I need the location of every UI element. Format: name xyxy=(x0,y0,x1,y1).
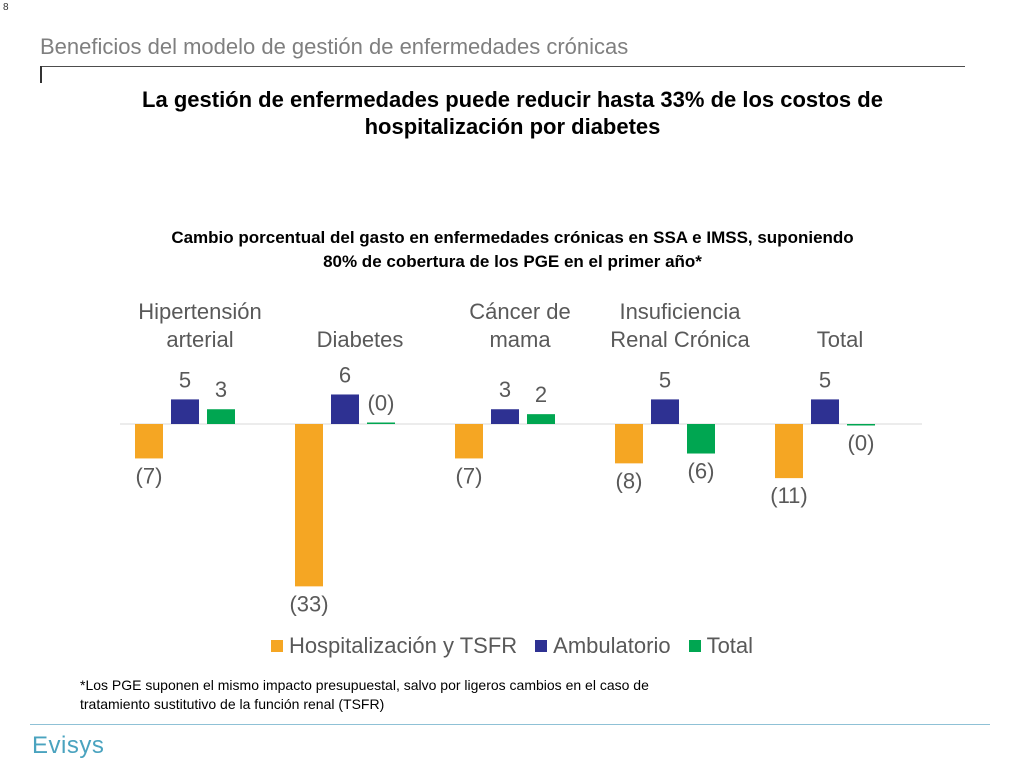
data-label: (7) xyxy=(136,463,163,488)
data-label: (7) xyxy=(456,463,483,488)
bar-ambulatorio xyxy=(651,399,679,424)
footer-divider xyxy=(30,724,990,725)
data-label: (6) xyxy=(688,459,715,484)
bar-total xyxy=(367,422,395,424)
legend-swatch xyxy=(688,640,701,652)
category-label: Renal Crónica xyxy=(610,327,750,352)
slide-number: 8 xyxy=(3,2,9,13)
data-label: (33) xyxy=(289,591,328,616)
footnote: *Los PGE suponen el mismo impacto presup… xyxy=(80,676,780,714)
category-label: arterial xyxy=(166,327,233,352)
legend-label: Ambulatorio xyxy=(553,633,671,658)
bar-hospitalizaci-n-y-tsfr xyxy=(295,424,323,587)
bar-hospitalizaci-n-y-tsfr xyxy=(455,424,483,459)
bar-ambulatorio xyxy=(331,394,359,424)
data-label: 2 xyxy=(535,382,547,407)
chart-caption-line-2: 80% de cobertura de los PGE en el primer… xyxy=(323,252,702,271)
bar-total xyxy=(207,409,235,424)
legend-item: Ambulatorio xyxy=(535,633,671,659)
data-label: (0) xyxy=(848,431,875,456)
category-label: Total xyxy=(817,327,863,352)
legend-item: Hospitalización y TSFR xyxy=(270,633,518,659)
category-label: Cáncer de xyxy=(469,299,571,324)
legend-item: Total xyxy=(688,633,754,659)
title-divider-tick xyxy=(40,66,42,83)
chart-caption: Cambio porcentual del gasto en enfermeda… xyxy=(60,226,965,274)
data-label: 3 xyxy=(215,377,227,402)
data-label: (8) xyxy=(616,468,643,493)
data-label: 5 xyxy=(659,367,671,392)
headline-line-2: hospitalización por diabetes xyxy=(364,114,661,139)
slide-title: Beneficios del modelo de gestión de enfe… xyxy=(40,34,629,59)
bar-total xyxy=(687,424,715,454)
headline: La gestión de enfermedades puede reducir… xyxy=(60,86,965,140)
chart-caption-line-1: Cambio porcentual del gasto en enfermeda… xyxy=(171,228,854,247)
data-label: 3 xyxy=(499,377,511,402)
bar-ambulatorio xyxy=(171,399,199,424)
data-label: 5 xyxy=(179,367,191,392)
data-label: 6 xyxy=(339,362,351,387)
bar-hospitalizaci-n-y-tsfr xyxy=(135,424,163,459)
bar-hospitalizaci-n-y-tsfr xyxy=(775,424,803,479)
footnote-line-1: *Los PGE suponen el mismo impacto presup… xyxy=(80,677,649,693)
headline-line-1: La gestión de enfermedades puede reducir… xyxy=(142,87,883,112)
evisys-logo: Evisys xyxy=(32,732,105,759)
bar-hospitalizaci-n-y-tsfr xyxy=(615,424,643,464)
data-label: 5 xyxy=(819,367,831,392)
legend-label: Hospitalización y TSFR xyxy=(288,633,518,658)
data-label: (0) xyxy=(368,391,395,416)
title-divider xyxy=(40,66,965,67)
category-label: Insuficiencia xyxy=(619,299,741,324)
bar-total xyxy=(527,414,555,424)
legend-swatch xyxy=(535,640,548,652)
category-label: mama xyxy=(489,327,551,352)
chart-legend: Hospitalización y TSFR Ambulatorio Total xyxy=(0,632,1024,659)
bar-ambulatorio xyxy=(811,399,839,424)
legend-swatch xyxy=(270,640,283,652)
bar-ambulatorio xyxy=(491,409,519,424)
footnote-line-2: tratamiento sustitutivo de la función re… xyxy=(80,696,385,712)
bar-chart: Hipertensión arterial Diabetes Cáncer de mam… xyxy=(120,299,922,616)
bar-total xyxy=(847,424,875,426)
category-label: Hipertensión xyxy=(138,299,262,324)
legend-label: Total xyxy=(706,633,754,658)
category-label: Diabetes xyxy=(317,327,404,352)
data-label: (11) xyxy=(770,483,808,508)
